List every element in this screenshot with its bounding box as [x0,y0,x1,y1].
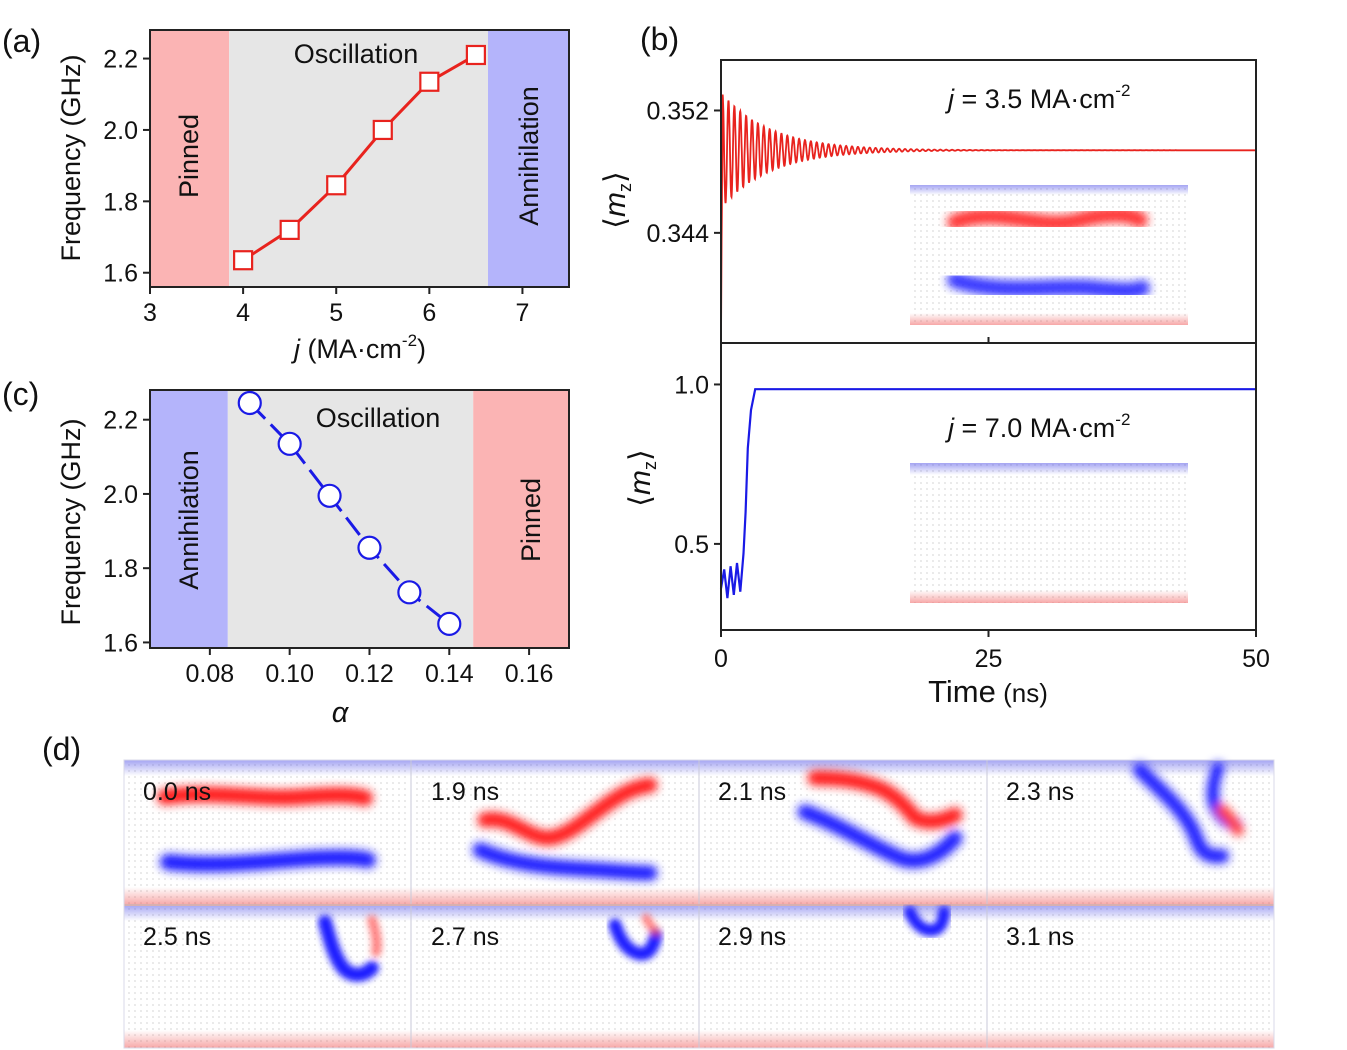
svg-text:⟨mz⟩: ⟨mz⟩ [599,171,635,228]
c-label-pinned: Pinned [516,478,546,562]
panel-a-label: (a) [2,23,41,59]
panel-d-snapshots: 0.0 ns 1.9 ns 2.1 ns 2.3 ns 2.5 ns 2.7 ns 2.9 … [123,759,1275,1049]
c-ytick-label-2: 2.0 [103,481,138,509]
c-point-2 [317,483,342,508]
b-top-ytick-label-0: 0.344 [646,220,709,248]
a-point-5 [465,44,486,66]
snapshot-label-row1-0: 0.0 ns [143,778,211,806]
snapshot-label-row1-3: 2.3 ns [1006,778,1074,806]
c-region-pinned [473,390,569,648]
b-bottom-axes-frame [720,342,1257,631]
c-ytick-label-0: 1.6 [103,629,138,657]
c-label-oscillation: Oscillation [316,403,441,433]
a-ytick-label-2: 2.0 [103,117,138,145]
panel-a-chart: Pinned Oscillation Annihilation 3 4 5 6 7 1.6… [56,29,570,364]
panel-b-label: (b) [640,21,679,57]
b-xtick-label-1: 25 [975,645,1003,673]
a-point-2 [326,175,347,196]
c-xlabel: α [332,697,350,729]
a-ytick-label-1: 1.8 [103,188,138,216]
b-top-inset [910,185,1188,325]
panel-d-label: (d) [42,731,81,767]
b-xtick-label-0: 0 [714,645,728,673]
c-label-annihilation: Annihilation [174,450,204,590]
a-ytick-label-0: 1.6 [103,260,138,288]
snapshot-2-3-domain [1133,762,1244,864]
b-bottom-ytick-label-0: 0.5 [674,531,709,559]
a-label-oscillation: Oscillation [294,39,419,69]
a-xlabel: j (MA·cm-2) [290,331,426,364]
c-ytick-label-1: 1.8 [103,555,138,583]
a-point-0 [233,250,254,271]
a-region-pinned [150,30,230,287]
a-label-pinned: Pinned [174,114,204,198]
snapshot-2-9-domain [904,906,950,937]
c-point-1 [277,431,302,456]
snapshot-label-row2-1: 2.7 ns [431,923,499,951]
c-region-annihilation [150,390,228,648]
a-region-annihilation [487,30,569,287]
panel-b-chart: 0.344 0.352 0.5 1.0 0 25 50 j = 3.5 MA·cm-2 j … [599,59,1270,709]
c-point-0 [237,390,262,416]
snapshot-1-9-domain [472,777,658,881]
snapshot-2-1-domain [797,770,963,869]
b-bottom-series-line [719,388,1256,599]
c-point-5 [437,611,462,636]
c-region-oscillation [227,390,474,648]
a-xtick-label-3: 6 [422,299,436,327]
snapshot-label-row2-0: 2.5 ns [143,923,211,951]
a-ylabel: Frequency (GHz) [56,54,86,261]
c-axes-frame [149,389,570,649]
b-bottom-ytick-label-1: 1.0 [674,371,709,399]
a-point-3 [372,119,393,141]
panel-c-chart: Annihilation Oscillation Pinned 0.08 0.10… [56,389,570,729]
snapshot-2-7-domain [608,913,663,961]
snapshot-label-row2-3: 3.1 ns [1006,923,1074,951]
b-top-series-line [720,94,1256,340]
b-bottom-ylabel: ⟨mz⟩ [624,449,660,506]
a-ytick-label-3: 2.2 [103,46,138,74]
b-xlabel: Time (ns) [928,674,1048,709]
c-xtick-label-0: 0.08 [186,660,235,688]
c-xtick-label-2: 0.12 [345,660,394,688]
svg-text:⟨mz⟩: ⟨mz⟩ [624,449,660,506]
snapshot-label-row1-2: 2.1 ns [718,778,786,806]
a-xtick-label-1: 4 [236,299,250,327]
panel-c-label: (c) [2,376,39,412]
b-xtick-label-2: 50 [1242,645,1270,673]
a-xtick-label-2: 5 [329,299,343,327]
b-top-annotation: j = 3.5 MA·cm-2 [944,81,1130,114]
c-xtick-label-4: 0.16 [505,660,554,688]
b-top-ytick-label-1: 0.352 [646,97,709,125]
a-xtick-label-0: 3 [143,299,157,327]
snapshot-2-5-domain [318,915,382,982]
c-point-3 [357,535,382,560]
b-bottom-annotation: j = 7.0 MA·cm-2 [944,410,1130,443]
snapshot-label-row2-2: 2.9 ns [718,923,786,951]
b-top-ylabel: ⟨mz⟩ [599,171,635,228]
c-ylabel: Frequency (GHz) [56,418,86,625]
c-xtick-label-1: 0.10 [265,660,314,688]
c-xtick-label-3: 0.14 [425,660,474,688]
a-point-1 [279,219,300,240]
c-ytick-label-3: 2.2 [103,407,138,435]
b-bottom-inset [910,463,1188,603]
c-point-4 [397,580,422,605]
a-label-annihilation: Annihilation [514,86,544,226]
snapshot-label-row1-1: 1.9 ns [431,778,499,806]
a-xtick-label-4: 7 [515,299,529,327]
snapshot-0-0-domain [157,786,376,873]
a-axes-frame [149,29,570,288]
a-point-4 [419,71,440,92]
